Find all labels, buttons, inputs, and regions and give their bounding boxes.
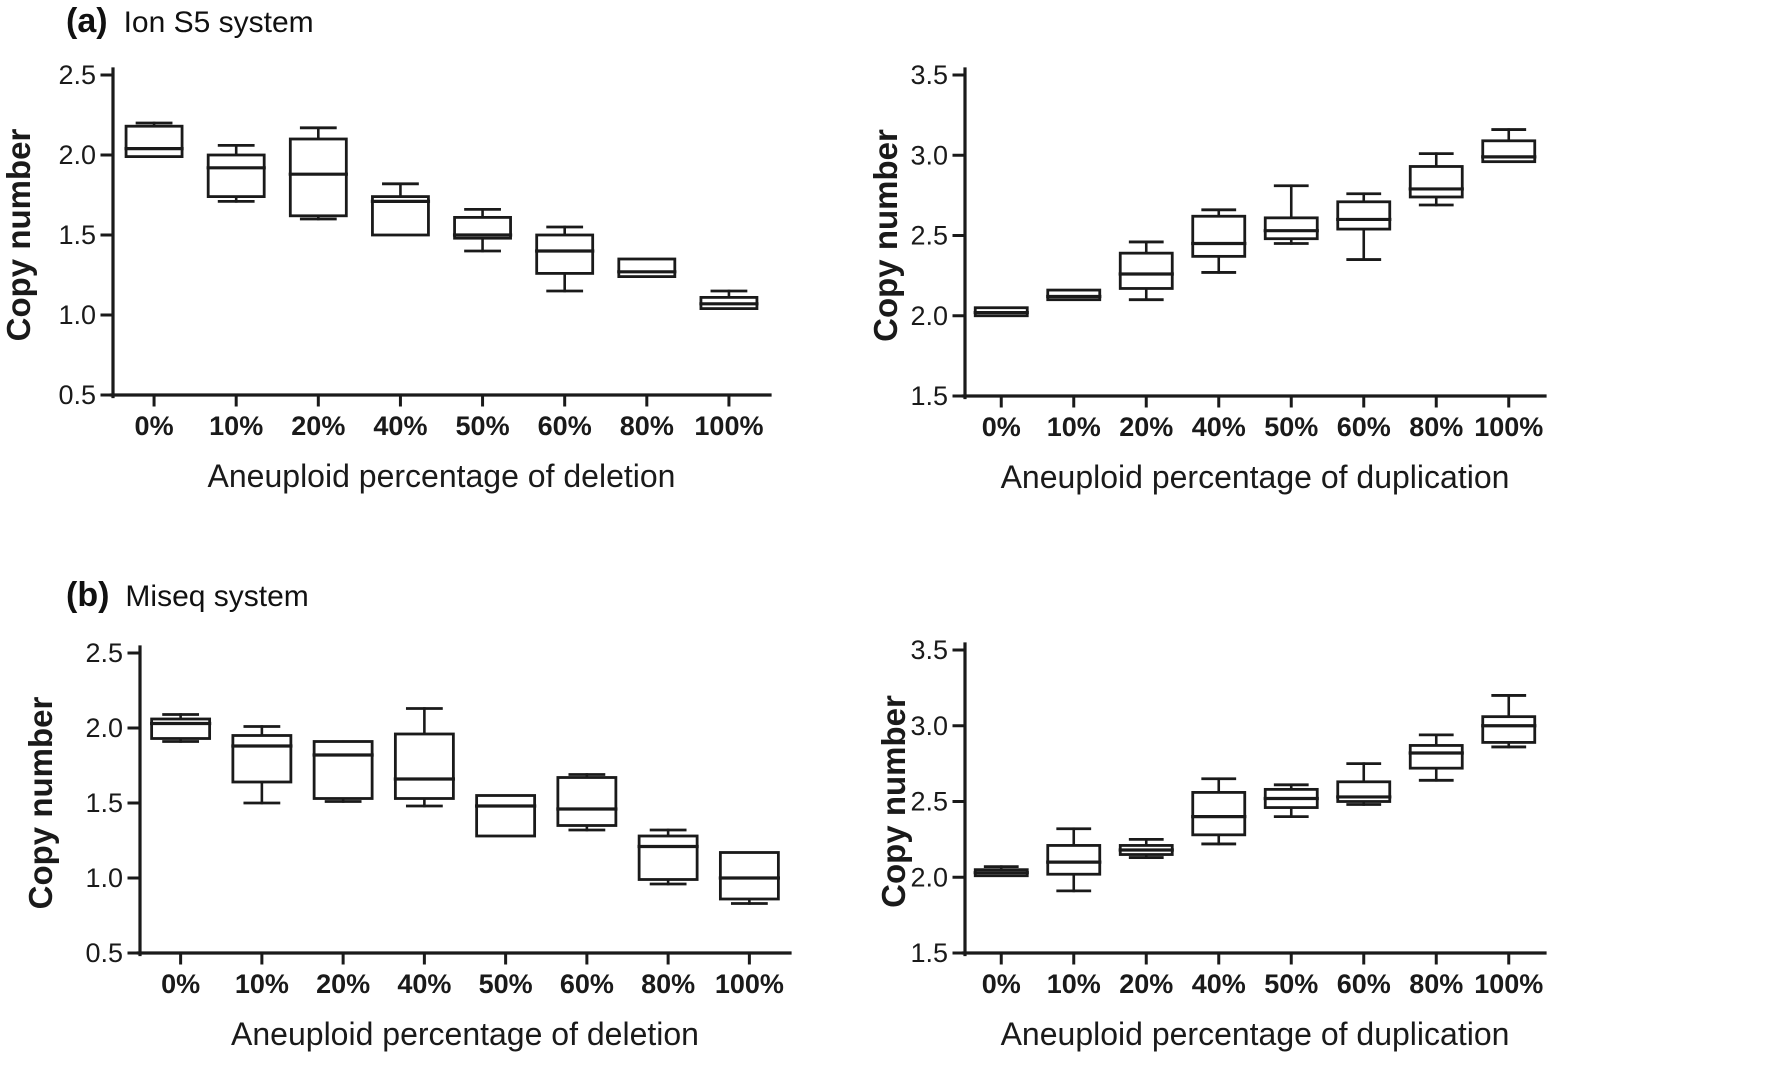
x-tick-label: 100%	[694, 411, 763, 441]
y-tick-label: 2.5	[910, 221, 948, 251]
y-tick-label: 2.0	[910, 862, 948, 892]
x-tick-label: 0%	[135, 411, 174, 441]
box-100%	[718, 851, 780, 901]
y-tick-label: 3.0	[910, 711, 948, 741]
panel-a-label: (a)	[66, 2, 108, 40]
x-tick-label: 20%	[291, 411, 345, 441]
x-tick-label: 0%	[161, 969, 200, 999]
box-20%	[1118, 251, 1174, 290]
x-tick-label: 10%	[1047, 969, 1101, 999]
box-40%	[393, 732, 455, 800]
y-tick-label: 3.5	[910, 60, 948, 90]
y-tick-label: 2.5	[910, 787, 948, 817]
panel-b-title: (b) Miseq system	[66, 576, 309, 615]
box-100%	[1481, 139, 1537, 164]
x-tick-label: 20%	[1119, 412, 1173, 442]
y-tick-label: 2.5	[85, 638, 123, 668]
y-axis-title: Copy number	[867, 129, 904, 342]
x-tick-label: 0%	[982, 412, 1021, 442]
y-tick-label: 1.0	[85, 863, 123, 893]
x-tick-label: 60%	[1337, 412, 1391, 442]
box-20%	[288, 137, 348, 218]
box-10%	[1046, 844, 1102, 876]
box-10%	[231, 734, 293, 784]
box-80%	[617, 257, 677, 279]
x-tick-label: 10%	[1047, 412, 1101, 442]
box-40%	[1191, 791, 1247, 837]
x-tick-label: 20%	[1119, 969, 1173, 999]
y-tick-label: 0.5	[58, 380, 96, 410]
x-tick-label: 60%	[560, 969, 614, 999]
y-tick-label: 2.0	[910, 301, 948, 331]
box-50%	[475, 794, 537, 838]
y-tick-label: 1.0	[58, 300, 96, 330]
box-60%	[556, 776, 618, 827]
x-tick-label: 80%	[1409, 412, 1463, 442]
box-10%	[1046, 288, 1102, 302]
x-tick-label: 50%	[479, 969, 533, 999]
y-axis-title: Copy number	[22, 697, 59, 910]
x-tick-label: 10%	[235, 969, 289, 999]
y-tick-label: 1.5	[85, 788, 123, 818]
x-tick-label: 80%	[641, 969, 695, 999]
x-tick-label: 40%	[1192, 412, 1246, 442]
y-tick-label: 1.5	[910, 381, 948, 411]
x-axis-title: Aneuploid percentage of duplication	[1001, 459, 1510, 495]
x-tick-label: 50%	[1264, 412, 1318, 442]
x-tick-label: 100%	[1474, 969, 1543, 999]
box-80%	[1408, 744, 1464, 770]
x-tick-label: 50%	[1264, 969, 1318, 999]
x-tick-label: 50%	[456, 411, 510, 441]
x-tick-label: 40%	[397, 969, 451, 999]
x-tick-label: 100%	[1474, 412, 1543, 442]
x-tick-label: 20%	[316, 969, 370, 999]
x-axis-title: Aneuploid percentage of deletion	[208, 458, 676, 494]
x-tick-label: 60%	[538, 411, 592, 441]
panel-a-title: (a) Ion S5 system	[66, 2, 314, 41]
box-0%	[124, 124, 184, 158]
y-tick-label: 2.5	[58, 60, 96, 90]
box-10%	[206, 153, 266, 198]
y-tick-label: 2.0	[58, 140, 96, 170]
panel-a-name: Ion S5 system	[123, 6, 314, 39]
y-tick-label: 1.5	[58, 220, 96, 250]
x-tick-label: 60%	[1337, 969, 1391, 999]
x-tick-label: 40%	[1192, 969, 1246, 999]
x-tick-label: 100%	[715, 969, 784, 999]
y-tick-label: 3.0	[910, 140, 948, 170]
y-tick-label: 1.5	[910, 938, 948, 968]
x-tick-label: 10%	[209, 411, 263, 441]
box-20%	[312, 740, 374, 800]
y-axis-title: Copy number	[875, 695, 912, 908]
x-tick-label: 80%	[620, 411, 674, 441]
y-tick-label: 2.0	[85, 713, 123, 743]
x-axis-title: Aneuploid percentage of deletion	[231, 1016, 699, 1052]
box-50%	[453, 215, 512, 240]
x-tick-label: 0%	[982, 969, 1021, 999]
box-40%	[1191, 214, 1247, 258]
x-tick-label: 40%	[373, 411, 427, 441]
box-80%	[637, 834, 699, 881]
x-axis-title: Aneuploid percentage of duplication	[1001, 1016, 1510, 1052]
box-80%	[1408, 165, 1464, 199]
box-60%	[535, 233, 595, 275]
y-axis-title: Copy number	[0, 129, 37, 342]
box-50%	[1263, 216, 1319, 241]
box-100%	[1481, 715, 1537, 744]
y-tick-label: 3.5	[910, 635, 948, 665]
panel-b-label: (b)	[66, 576, 110, 614]
box-60%	[1336, 200, 1392, 231]
panel-b-name: Miseq system	[125, 580, 309, 613]
x-tick-label: 80%	[1409, 969, 1463, 999]
y-tick-label: 0.5	[85, 938, 123, 968]
